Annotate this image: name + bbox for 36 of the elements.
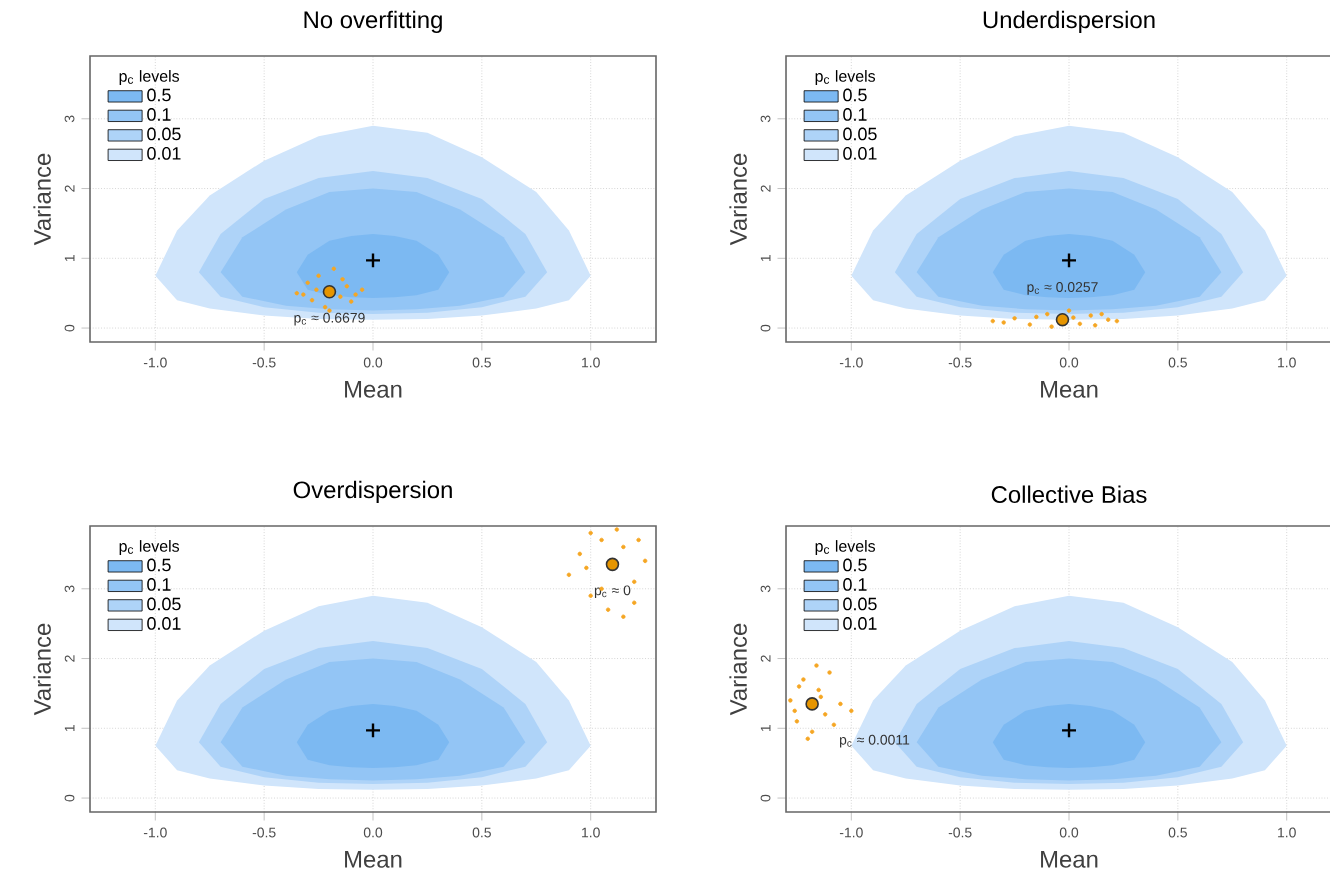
legend-label: 0.5 [147,88,171,102]
point [322,285,337,299]
y-axis-title: Variance [729,623,747,716]
x-axis-title: Mean [1041,851,1098,868]
x-axis-title: Mean [345,381,402,398]
x-axis-title: Mean [345,851,402,868]
chart-title: No overfitting [304,10,442,34]
chart-title: Overdispersion [293,480,452,504]
legend-label: 0.5 [147,558,171,572]
legend-label: 0.05 [147,127,181,141]
y-axis-title: Variance [33,153,51,246]
legend-label: 0.5 [843,558,867,572]
legend-label: 0.01 [843,617,877,630]
legend-label: 0.1 [147,578,171,591]
legend-label: 0.1 [843,578,867,591]
chart-title: Underdispersion [983,10,1155,34]
legend-label: 0.01 [147,147,181,160]
legend-label: 0.1 [843,108,867,121]
point [364,722,382,739]
point [1060,252,1078,269]
chart-title: Collective Bias [991,485,1147,504]
point [805,697,819,711]
point [1055,312,1070,327]
legend-label: 0.05 [843,127,877,141]
y-axis-title: Variance [33,623,51,716]
point [1060,722,1078,739]
legend-label: 0.05 [147,597,181,611]
legend-label: 0.01 [843,147,877,160]
legend-label: 0.5 [843,88,867,102]
legend-label: 0.1 [147,108,171,121]
x-axis-title: Mean [1041,381,1098,398]
point [364,252,382,269]
legend-label: 0.01 [147,617,181,630]
y-axis-title: Variance [729,153,747,246]
legend-label: 0.05 [843,597,877,611]
point [605,557,620,572]
